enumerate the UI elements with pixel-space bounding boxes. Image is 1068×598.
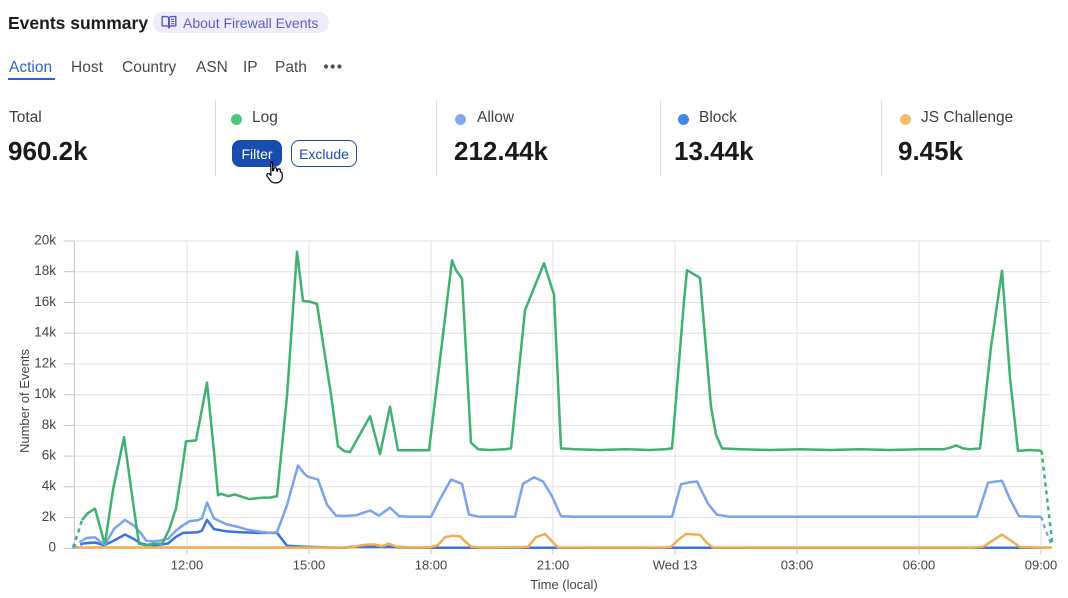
svg-text:03:00: 03:00 <box>781 558 814 573</box>
svg-text:10k: 10k <box>34 386 56 401</box>
svg-text:Wed 13: Wed 13 <box>653 558 698 573</box>
svg-text:06:00: 06:00 <box>903 558 936 573</box>
svg-text:Number of Events: Number of Events <box>17 348 32 453</box>
svg-text:Time (local): Time (local) <box>530 577 597 592</box>
svg-text:15:00: 15:00 <box>293 558 326 573</box>
svg-text:12k: 12k <box>34 355 56 370</box>
svg-text:0: 0 <box>48 540 56 555</box>
svg-text:8k: 8k <box>42 417 57 432</box>
svg-text:21:00: 21:00 <box>537 558 570 573</box>
svg-text:09:00: 09:00 <box>1025 558 1058 573</box>
svg-text:20k: 20k <box>34 232 56 247</box>
svg-text:2k: 2k <box>42 509 57 524</box>
svg-text:14k: 14k <box>34 325 56 340</box>
svg-text:4k: 4k <box>42 478 57 493</box>
svg-text:18:00: 18:00 <box>415 558 448 573</box>
svg-text:16k: 16k <box>34 294 56 309</box>
svg-text:12:00: 12:00 <box>171 558 204 573</box>
svg-text:6k: 6k <box>42 448 57 463</box>
svg-text:18k: 18k <box>34 263 56 278</box>
